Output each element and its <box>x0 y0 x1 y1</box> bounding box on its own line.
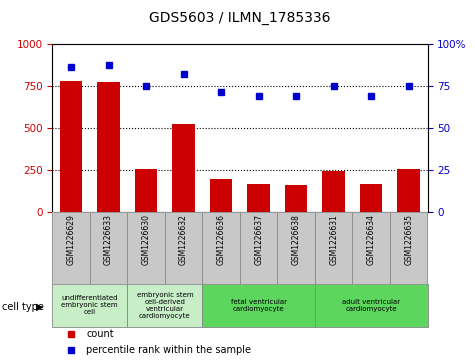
Text: GSM1226636: GSM1226636 <box>217 214 226 265</box>
Text: GSM1226629: GSM1226629 <box>66 214 76 265</box>
Text: GSM1226634: GSM1226634 <box>367 214 376 265</box>
Bar <box>277 212 315 284</box>
Bar <box>352 212 390 284</box>
Bar <box>202 212 240 284</box>
Bar <box>240 212 277 284</box>
Bar <box>127 284 202 327</box>
Text: GSM1226637: GSM1226637 <box>254 214 263 265</box>
Text: cell type: cell type <box>2 302 44 312</box>
Bar <box>323 171 345 212</box>
Bar <box>285 185 307 212</box>
Text: GSM1226632: GSM1226632 <box>179 214 188 265</box>
Bar <box>52 284 127 327</box>
Bar <box>202 284 315 327</box>
Bar <box>135 169 157 212</box>
Bar <box>210 179 232 212</box>
Text: GDS5603 / ILMN_1785336: GDS5603 / ILMN_1785336 <box>149 11 331 25</box>
Bar <box>127 212 165 284</box>
Text: adult ventricular
cardiomyocyte: adult ventricular cardiomyocyte <box>342 299 400 312</box>
Text: undifferentiated
embryonic stem
cell: undifferentiated embryonic stem cell <box>61 295 118 315</box>
Bar <box>97 82 120 212</box>
Text: GSM1226635: GSM1226635 <box>404 214 413 265</box>
Bar <box>165 212 202 284</box>
Bar <box>315 212 352 284</box>
Bar <box>360 184 382 212</box>
Bar <box>390 212 428 284</box>
Text: percentile rank within the sample: percentile rank within the sample <box>86 345 251 355</box>
Bar <box>398 169 420 212</box>
Bar <box>247 184 270 212</box>
Text: embryonic stem
cell-derived
ventricular
cardiomyocyte: embryonic stem cell-derived ventricular … <box>136 292 193 319</box>
Bar <box>315 284 428 327</box>
Bar <box>60 81 82 212</box>
Bar <box>172 124 195 212</box>
Text: ▶: ▶ <box>36 302 43 312</box>
Text: GSM1226633: GSM1226633 <box>104 214 113 265</box>
Text: fetal ventricular
cardiomyocyte: fetal ventricular cardiomyocyte <box>231 299 286 312</box>
Text: GSM1226631: GSM1226631 <box>329 214 338 265</box>
Bar <box>52 212 90 284</box>
Bar <box>90 212 127 284</box>
Text: GSM1226630: GSM1226630 <box>142 214 151 265</box>
Text: count: count <box>86 329 114 339</box>
Text: GSM1226638: GSM1226638 <box>292 214 301 265</box>
